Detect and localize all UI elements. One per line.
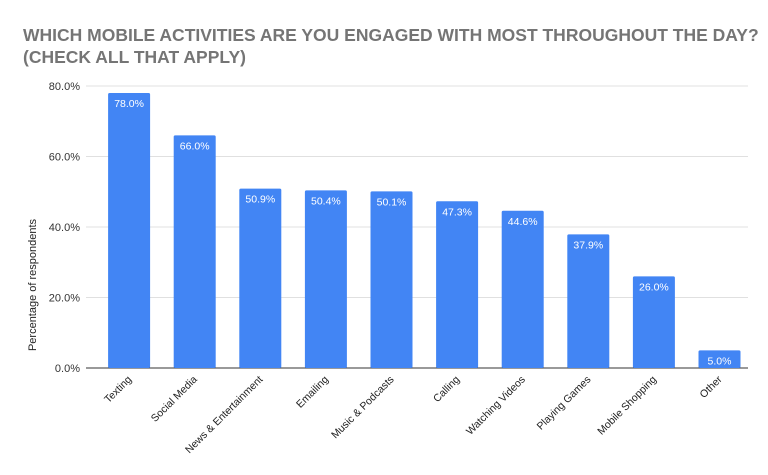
x-tick-label: Music & Podcasts [329, 374, 396, 441]
data-label: 66.0% [180, 140, 210, 152]
bar [436, 201, 479, 368]
y-tick-label: 40.0% [49, 222, 80, 234]
x-tick-label: Playing Games [535, 374, 594, 433]
data-label: 50.4% [311, 195, 341, 207]
x-tick-label: Watching Videos [464, 374, 528, 438]
data-label: 26.0% [639, 281, 669, 293]
bar [173, 135, 216, 368]
data-label: 50.1% [377, 196, 407, 208]
y-tick-label: 0.0% [55, 363, 80, 375]
chart-title: WHICH MOBILE ACTIVITIES ARE YOU ENGAGED … [23, 25, 759, 67]
x-tick-label: Mobile Shopping [595, 374, 659, 438]
y-tick-label: 60.0% [49, 152, 80, 164]
bar [370, 191, 413, 368]
y-axis-label: Percentage of respondents [27, 218, 39, 351]
bar [501, 210, 544, 368]
data-label: 47.3% [442, 206, 472, 218]
bar [108, 93, 151, 369]
data-label: 44.6% [508, 216, 538, 228]
x-tick-label: Social Media [149, 374, 200, 425]
data-label: 50.9% [245, 194, 275, 206]
x-tick-label: Emailing [294, 374, 331, 411]
data-label: 37.9% [573, 239, 603, 251]
x-tick-label: Other [698, 373, 725, 400]
bar [239, 188, 282, 368]
data-label: 5.0% [708, 355, 732, 367]
y-tick-label: 80.0% [49, 81, 80, 93]
bar [304, 190, 347, 368]
bar [698, 350, 741, 368]
data-label: 78.0% [114, 98, 144, 110]
bar [632, 276, 675, 368]
bar [567, 234, 610, 368]
y-tick-label: 20.0% [49, 293, 80, 305]
x-tick-label: Calling [431, 374, 462, 405]
x-tick-label: Texting [102, 374, 134, 406]
